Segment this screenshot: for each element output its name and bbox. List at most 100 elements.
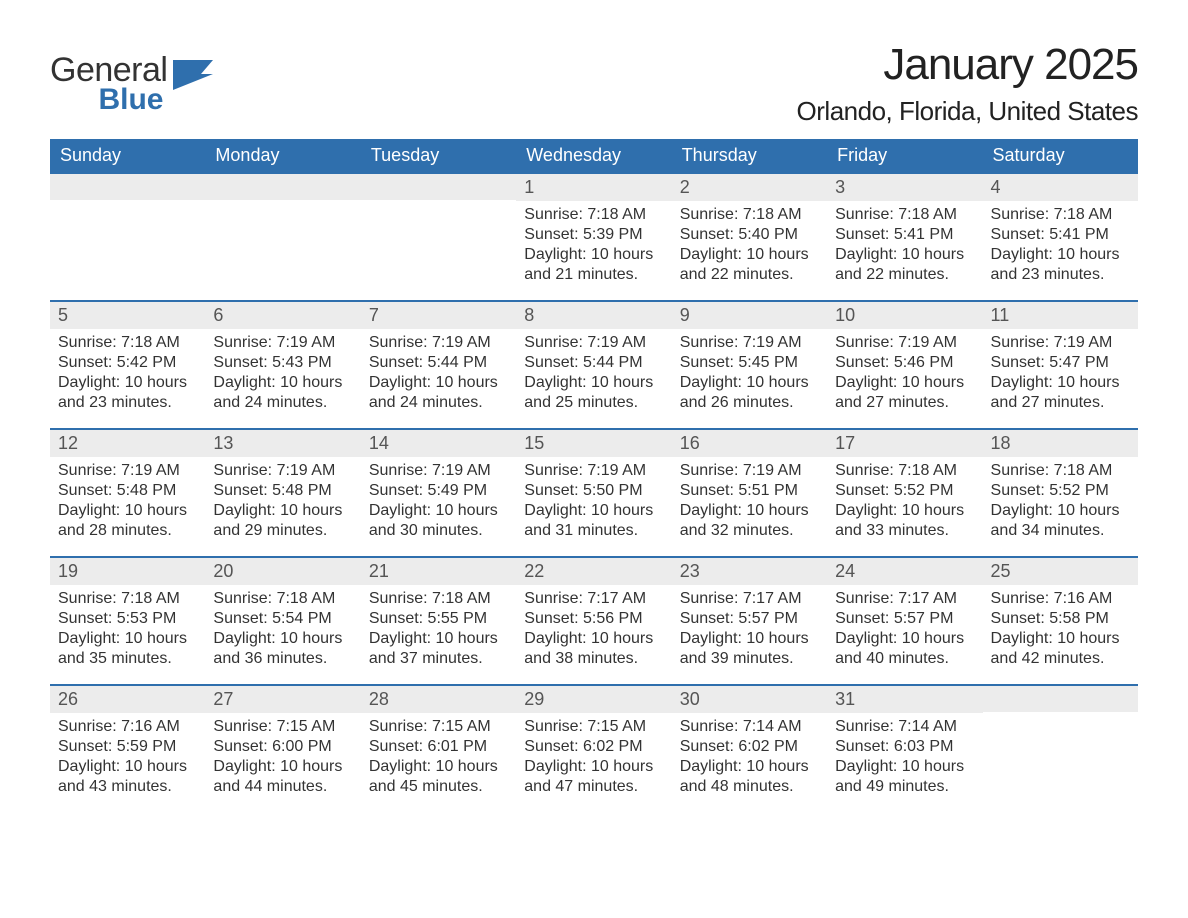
week-row: 5Sunrise: 7:18 AMSunset: 5:42 PMDaylight… (50, 301, 1138, 429)
day-number: 6 (205, 302, 360, 329)
day-data: Sunrise: 7:18 AMSunset: 5:55 PMDaylight:… (361, 585, 516, 677)
sunrise-line: Sunrise: 7:19 AM (58, 461, 197, 481)
day-number: 8 (516, 302, 671, 329)
day-number: 12 (50, 430, 205, 457)
sunset-line: Sunset: 5:40 PM (680, 225, 819, 245)
day-header: Sunday (50, 139, 205, 173)
empty-day-header (205, 174, 360, 200)
day-cell (205, 173, 360, 301)
sunrise-line: Sunrise: 7:19 AM (524, 461, 663, 481)
day-data: Sunrise: 7:15 AMSunset: 6:02 PMDaylight:… (516, 713, 671, 805)
sunrise-line: Sunrise: 7:15 AM (213, 717, 352, 737)
day-data: Sunrise: 7:16 AMSunset: 5:58 PMDaylight:… (983, 585, 1138, 677)
sunset-line: Sunset: 6:03 PM (835, 737, 974, 757)
sunrise-line: Sunrise: 7:15 AM (524, 717, 663, 737)
sunset-line: Sunset: 5:46 PM (835, 353, 974, 373)
empty-day-header (983, 686, 1138, 712)
day-cell: 10Sunrise: 7:19 AMSunset: 5:46 PMDayligh… (827, 301, 982, 429)
sunset-line: Sunset: 6:02 PM (524, 737, 663, 757)
daylight-line-2: and 43 minutes. (58, 777, 197, 797)
day-data: Sunrise: 7:17 AMSunset: 5:57 PMDaylight:… (672, 585, 827, 677)
daylight-line-2: and 40 minutes. (835, 649, 974, 669)
location-subtitle: Orlando, Florida, United States (797, 96, 1138, 127)
day-cell: 29Sunrise: 7:15 AMSunset: 6:02 PMDayligh… (516, 685, 671, 813)
sunrise-line: Sunrise: 7:16 AM (991, 589, 1130, 609)
sunrise-line: Sunrise: 7:18 AM (369, 589, 508, 609)
daylight-line-1: Daylight: 10 hours (835, 245, 974, 265)
daylight-line-1: Daylight: 10 hours (58, 757, 197, 777)
daylight-line-2: and 45 minutes. (369, 777, 508, 797)
day-number: 10 (827, 302, 982, 329)
day-cell: 4Sunrise: 7:18 AMSunset: 5:41 PMDaylight… (983, 173, 1138, 301)
day-cell: 7Sunrise: 7:19 AMSunset: 5:44 PMDaylight… (361, 301, 516, 429)
daylight-line-1: Daylight: 10 hours (58, 501, 197, 521)
day-cell: 5Sunrise: 7:18 AMSunset: 5:42 PMDaylight… (50, 301, 205, 429)
day-cell: 30Sunrise: 7:14 AMSunset: 6:02 PMDayligh… (672, 685, 827, 813)
day-number: 24 (827, 558, 982, 585)
week-row: 26Sunrise: 7:16 AMSunset: 5:59 PMDayligh… (50, 685, 1138, 813)
daylight-line-1: Daylight: 10 hours (680, 629, 819, 649)
calendar-body: 1Sunrise: 7:18 AMSunset: 5:39 PMDaylight… (50, 173, 1138, 813)
daylight-line-1: Daylight: 10 hours (835, 757, 974, 777)
daylight-line-2: and 27 minutes. (991, 393, 1130, 413)
day-number: 21 (361, 558, 516, 585)
day-cell: 3Sunrise: 7:18 AMSunset: 5:41 PMDaylight… (827, 173, 982, 301)
daylight-line-1: Daylight: 10 hours (213, 757, 352, 777)
day-number: 7 (361, 302, 516, 329)
day-cell: 21Sunrise: 7:18 AMSunset: 5:55 PMDayligh… (361, 557, 516, 685)
day-cell: 12Sunrise: 7:19 AMSunset: 5:48 PMDayligh… (50, 429, 205, 557)
daylight-line-1: Daylight: 10 hours (213, 629, 352, 649)
sunset-line: Sunset: 5:48 PM (213, 481, 352, 501)
day-data: Sunrise: 7:15 AMSunset: 6:00 PMDaylight:… (205, 713, 360, 805)
sunset-line: Sunset: 5:47 PM (991, 353, 1130, 373)
day-cell: 18Sunrise: 7:18 AMSunset: 5:52 PMDayligh… (983, 429, 1138, 557)
daylight-line-2: and 25 minutes. (524, 393, 663, 413)
day-cell: 31Sunrise: 7:14 AMSunset: 6:03 PMDayligh… (827, 685, 982, 813)
sunset-line: Sunset: 5:49 PM (369, 481, 508, 501)
sunset-line: Sunset: 5:44 PM (369, 353, 508, 373)
sunset-line: Sunset: 5:41 PM (835, 225, 974, 245)
sunset-line: Sunset: 5:44 PM (524, 353, 663, 373)
sunset-line: Sunset: 5:48 PM (58, 481, 197, 501)
daylight-line-2: and 26 minutes. (680, 393, 819, 413)
sunset-line: Sunset: 6:00 PM (213, 737, 352, 757)
sunrise-line: Sunrise: 7:18 AM (58, 333, 197, 353)
daylight-line-1: Daylight: 10 hours (369, 373, 508, 393)
daylight-line-1: Daylight: 10 hours (213, 501, 352, 521)
logo-word-blue: Blue (50, 86, 167, 115)
day-data: Sunrise: 7:18 AMSunset: 5:41 PMDaylight:… (983, 201, 1138, 293)
empty-day-header (361, 174, 516, 200)
sunset-line: Sunset: 5:42 PM (58, 353, 197, 373)
day-data: Sunrise: 7:18 AMSunset: 5:54 PMDaylight:… (205, 585, 360, 677)
day-data: Sunrise: 7:18 AMSunset: 5:52 PMDaylight:… (983, 457, 1138, 549)
brand-logo: General Blue (50, 40, 213, 115)
titles: January 2025 Orlando, Florida, United St… (797, 40, 1138, 127)
sunset-line: Sunset: 5:50 PM (524, 481, 663, 501)
day-cell: 15Sunrise: 7:19 AMSunset: 5:50 PMDayligh… (516, 429, 671, 557)
sunrise-line: Sunrise: 7:19 AM (369, 461, 508, 481)
day-data: Sunrise: 7:19 AMSunset: 5:48 PMDaylight:… (50, 457, 205, 549)
day-data: Sunrise: 7:16 AMSunset: 5:59 PMDaylight:… (50, 713, 205, 805)
sunset-line: Sunset: 5:57 PM (835, 609, 974, 629)
day-cell: 13Sunrise: 7:19 AMSunset: 5:48 PMDayligh… (205, 429, 360, 557)
sunrise-line: Sunrise: 7:19 AM (213, 461, 352, 481)
week-row: 1Sunrise: 7:18 AMSunset: 5:39 PMDaylight… (50, 173, 1138, 301)
day-cell: 8Sunrise: 7:19 AMSunset: 5:44 PMDaylight… (516, 301, 671, 429)
daylight-line-2: and 24 minutes. (369, 393, 508, 413)
day-number: 15 (516, 430, 671, 457)
day-number: 30 (672, 686, 827, 713)
day-number: 16 (672, 430, 827, 457)
day-number: 31 (827, 686, 982, 713)
daylight-line-1: Daylight: 10 hours (991, 629, 1130, 649)
daylight-line-2: and 29 minutes. (213, 521, 352, 541)
day-cell: 2Sunrise: 7:18 AMSunset: 5:40 PMDaylight… (672, 173, 827, 301)
sunset-line: Sunset: 5:56 PM (524, 609, 663, 629)
day-cell: 23Sunrise: 7:17 AMSunset: 5:57 PMDayligh… (672, 557, 827, 685)
day-number: 27 (205, 686, 360, 713)
daylight-line-1: Daylight: 10 hours (524, 629, 663, 649)
sunrise-line: Sunrise: 7:18 AM (524, 205, 663, 225)
day-data: Sunrise: 7:19 AMSunset: 5:48 PMDaylight:… (205, 457, 360, 549)
day-cell: 14Sunrise: 7:19 AMSunset: 5:49 PMDayligh… (361, 429, 516, 557)
sunrise-line: Sunrise: 7:18 AM (991, 205, 1130, 225)
sunrise-line: Sunrise: 7:18 AM (835, 205, 974, 225)
